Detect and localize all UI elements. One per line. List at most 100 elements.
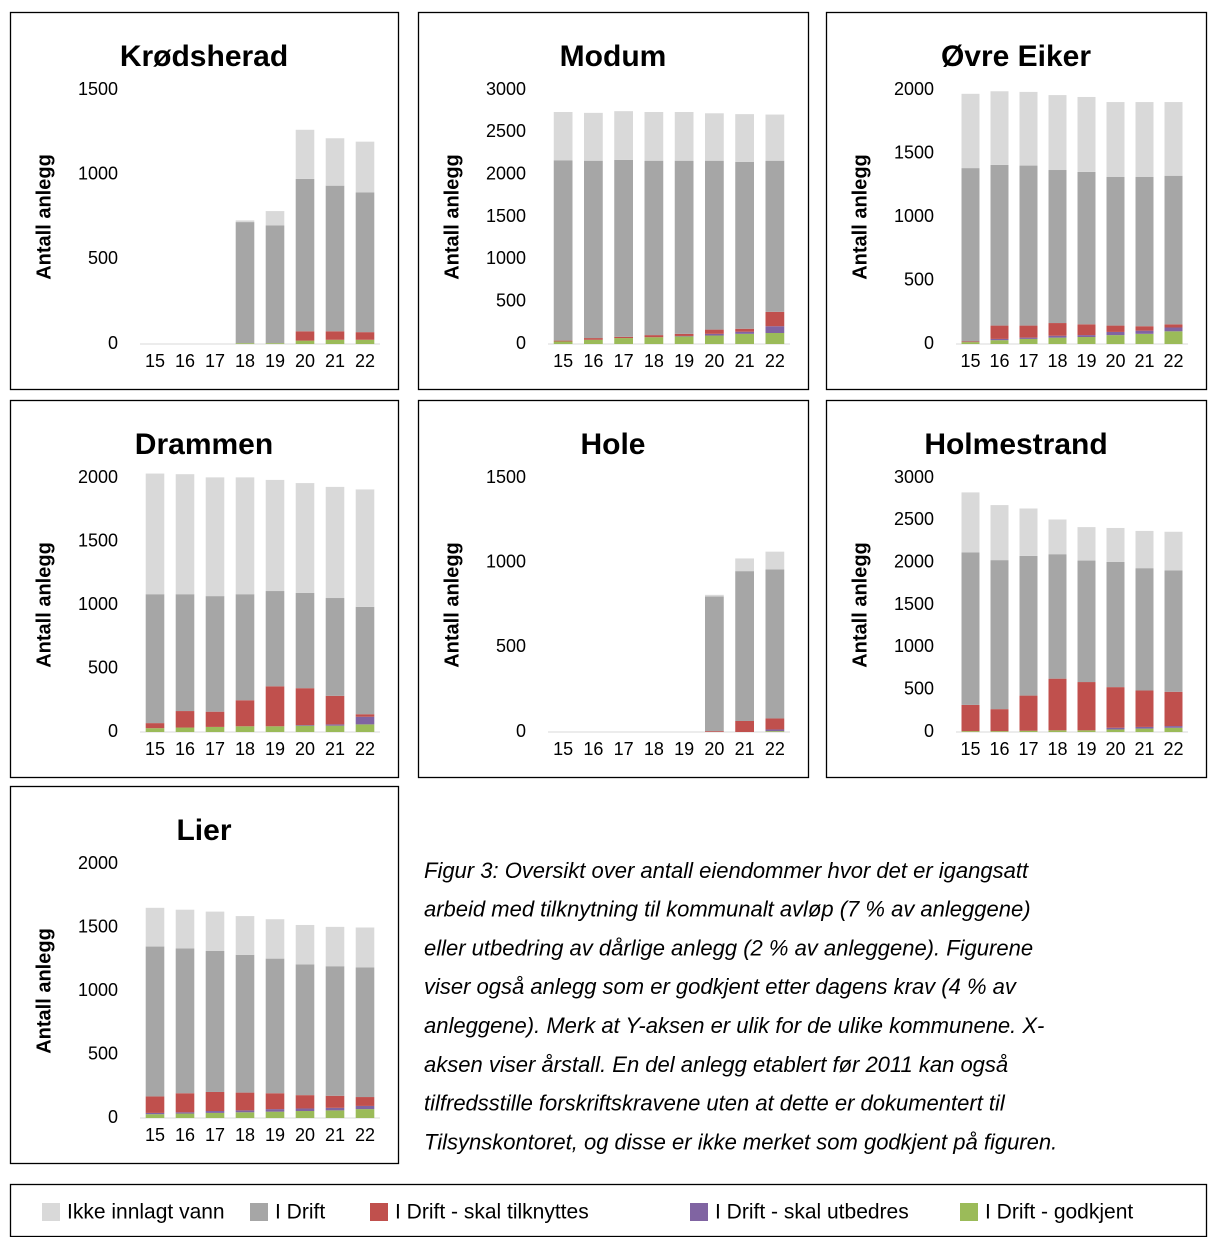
caption-line: Figur 3: Oversikt over antall eiendommer… xyxy=(424,858,1029,883)
bar-segment xyxy=(614,338,634,344)
bar-segment xyxy=(205,1091,225,1112)
x-tick-label: 20 xyxy=(295,1125,315,1145)
panel-border xyxy=(9,11,400,391)
bar-segment xyxy=(735,558,755,572)
bar-segment xyxy=(583,339,603,344)
x-tick-label: 21 xyxy=(1134,739,1154,759)
bar-segment xyxy=(1077,335,1096,338)
panel-border xyxy=(9,785,400,1165)
x-tick-label: 18 xyxy=(1047,739,1067,759)
bar-segment xyxy=(295,331,315,341)
bar-segment xyxy=(1135,330,1154,334)
bar-segment xyxy=(145,1096,165,1113)
y-tick-label: 1000 xyxy=(894,206,934,226)
bar-segment xyxy=(1135,176,1154,327)
bar-segment xyxy=(674,333,694,336)
bar-segment xyxy=(295,688,315,726)
bar-segment xyxy=(205,477,225,597)
bar-segment xyxy=(1164,175,1183,325)
bar-segment xyxy=(1164,570,1183,692)
bar-segment xyxy=(990,338,1009,341)
y-tick-label: 500 xyxy=(496,636,526,656)
bar-segment xyxy=(175,1113,195,1118)
bar-segment xyxy=(235,477,255,595)
bar-segment xyxy=(1106,325,1125,332)
bar-segment xyxy=(674,336,694,344)
y-tick-label: 1500 xyxy=(78,916,118,936)
x-tick-label: 19 xyxy=(265,1125,285,1145)
bar-segment xyxy=(990,91,1009,165)
y-tick-label: 1000 xyxy=(78,594,118,614)
bar-segment xyxy=(765,114,785,161)
bar-segment xyxy=(295,178,315,332)
y-tick-label: 1500 xyxy=(486,467,526,487)
bar-segment xyxy=(1019,695,1038,731)
bar-segment xyxy=(295,964,315,1096)
y-axis-label: Antall anlegg xyxy=(33,542,55,668)
x-tick-label: 20 xyxy=(1105,351,1125,371)
bar-segment xyxy=(325,339,345,344)
bar-segment xyxy=(205,1112,225,1118)
bar-segment xyxy=(235,1092,255,1111)
x-tick-label: 20 xyxy=(1105,739,1125,759)
bar-segment xyxy=(175,727,195,732)
bar-segment xyxy=(1164,531,1183,571)
bar-segment xyxy=(355,1109,375,1118)
x-tick-label: 17 xyxy=(614,739,634,759)
x-tick-label: 18 xyxy=(1047,351,1067,371)
y-tick-label: 1500 xyxy=(894,594,934,614)
x-tick-label: 19 xyxy=(674,351,694,371)
bar-segment xyxy=(355,339,375,344)
bar-segment xyxy=(765,569,785,719)
legend-label: I Drift xyxy=(275,1201,325,1224)
bar-segment xyxy=(1019,325,1038,338)
x-tick-label: 17 xyxy=(205,1125,225,1145)
y-axis-label: Antall anlegg xyxy=(441,542,463,668)
bar-segment xyxy=(735,571,755,721)
bar-segment xyxy=(1077,527,1096,561)
bar-segment xyxy=(1164,691,1183,727)
bar-segment xyxy=(1077,337,1096,344)
bar-segment xyxy=(765,332,785,344)
caption-line: viser også anlegg som er godkjent etter … xyxy=(424,974,1018,999)
y-tick-label: 1000 xyxy=(486,551,526,571)
bar-segment xyxy=(265,726,285,732)
y-tick-label: 1000 xyxy=(78,980,118,1000)
bar-segment xyxy=(1048,678,1067,731)
bar-segment xyxy=(265,919,285,959)
x-tick-label: 19 xyxy=(674,739,694,759)
bar-segment xyxy=(704,113,724,161)
bar-segment xyxy=(1135,333,1154,344)
bar-segment xyxy=(765,551,785,570)
bar-segment xyxy=(265,225,285,344)
legend-label: I Drift - skal tilknyttes xyxy=(395,1201,589,1224)
y-tick-label: 2000 xyxy=(894,551,934,571)
bar-segment xyxy=(1164,324,1183,328)
bar-segment xyxy=(235,916,255,955)
x-tick-label: 20 xyxy=(295,739,315,759)
bar-segment xyxy=(1077,324,1096,336)
bar-segment xyxy=(1019,337,1038,339)
bar-segment xyxy=(265,1109,285,1112)
x-tick-label: 15 xyxy=(145,351,165,371)
bar-segment xyxy=(145,1114,165,1118)
panel-border xyxy=(825,11,1208,391)
bar-segment xyxy=(961,168,980,342)
x-tick-label: 16 xyxy=(989,351,1009,371)
bar-segment xyxy=(765,326,785,333)
bar-segment xyxy=(1135,326,1154,331)
bar-segment xyxy=(265,958,285,1094)
panel-border xyxy=(417,11,810,391)
bar-segment xyxy=(1106,527,1125,562)
legend-swatch xyxy=(370,1203,388,1221)
bar-segment xyxy=(1019,555,1038,696)
bar-segment xyxy=(1135,690,1154,727)
bar-segment xyxy=(1048,170,1067,324)
x-tick-label: 17 xyxy=(1018,739,1038,759)
bar-segment xyxy=(990,340,1009,344)
y-tick-label: 0 xyxy=(108,333,118,353)
x-tick-label: 22 xyxy=(765,351,785,371)
x-tick-label: 19 xyxy=(1076,739,1096,759)
bar-segment xyxy=(355,724,375,732)
bar-segment xyxy=(325,926,345,967)
